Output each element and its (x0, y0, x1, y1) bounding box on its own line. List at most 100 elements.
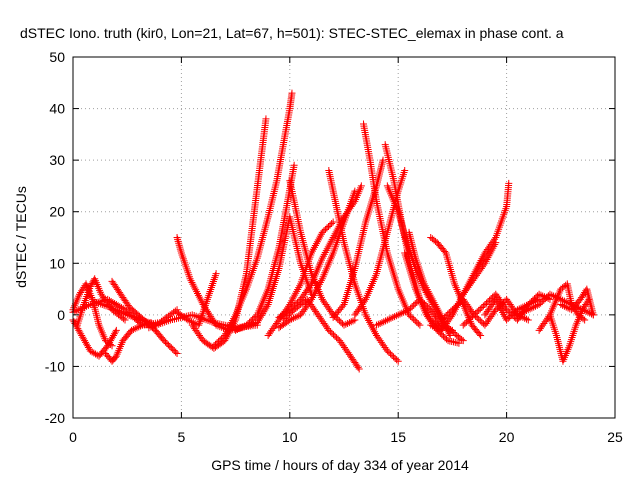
data-point (429, 322, 437, 330)
data-point (469, 312, 477, 320)
data-point (480, 261, 488, 269)
data-points (69, 89, 597, 373)
data-point (339, 302, 347, 310)
data-point (407, 304, 415, 312)
data-point (405, 306, 413, 314)
data-point (407, 312, 415, 320)
data-point (170, 347, 178, 355)
chart-title: dSTEC Iono. truth (kir0, Lon=21, Lat=67,… (20, 25, 564, 41)
data-point (279, 316, 287, 324)
data-point (345, 319, 353, 327)
y-tick-label: 40 (49, 101, 65, 117)
data-point (411, 317, 419, 325)
data-point (128, 326, 136, 334)
x-tick-label: 25 (607, 429, 623, 445)
data-point (173, 234, 181, 241)
data-point (250, 314, 258, 322)
data-point (540, 296, 548, 304)
data-point (188, 318, 196, 326)
data-point (218, 334, 226, 342)
data-point (430, 323, 438, 331)
data-point (282, 313, 290, 321)
data-point (390, 353, 398, 361)
data-point (445, 309, 453, 317)
data-point (306, 282, 314, 290)
data-point (255, 315, 263, 323)
data-point (513, 311, 521, 319)
data-point (413, 318, 421, 326)
data-point (479, 302, 487, 310)
data-point (169, 345, 177, 353)
data-point (211, 340, 219, 348)
data-point (459, 337, 467, 345)
data-point (473, 314, 481, 322)
data-point (383, 316, 391, 324)
data-point (290, 161, 298, 169)
data-point (522, 307, 530, 315)
y-tick-label: -10 (45, 358, 65, 374)
data-point (373, 321, 381, 329)
data-point (360, 297, 368, 305)
data-point (320, 227, 328, 235)
data-point (186, 317, 194, 325)
data-point (472, 309, 480, 317)
data-series (459, 179, 513, 298)
data-series (102, 319, 155, 365)
data-point (284, 312, 292, 320)
data-point (478, 303, 486, 311)
data-point (216, 336, 224, 344)
data-point (257, 313, 265, 321)
y-tick-label: -20 (45, 410, 65, 426)
data-point (581, 316, 589, 324)
data-point (131, 325, 139, 333)
data-point (288, 315, 296, 323)
data-point (254, 317, 262, 325)
data-point (473, 308, 481, 316)
data-point (579, 315, 587, 323)
data-point (121, 316, 129, 324)
data-point (566, 305, 574, 313)
data-point (262, 115, 270, 123)
data-point (212, 270, 220, 278)
data-point (455, 339, 463, 347)
data-point (326, 221, 334, 229)
data-point (465, 315, 473, 323)
data-point (557, 301, 565, 309)
data-point (347, 318, 355, 326)
data-point (505, 179, 513, 187)
data-point (441, 313, 449, 321)
data-point (515, 310, 523, 318)
data-point (447, 326, 455, 334)
data-point (432, 324, 440, 332)
data-point (350, 199, 358, 207)
data-point (538, 298, 546, 306)
data-series (188, 115, 270, 352)
data-point (541, 295, 549, 303)
data-point (410, 301, 418, 309)
data-point (467, 314, 475, 322)
data-point (543, 293, 551, 301)
y-tick-label: 50 (49, 49, 65, 65)
data-point (333, 334, 341, 342)
data-point (450, 304, 458, 312)
data-point (380, 318, 388, 326)
data-point (524, 306, 532, 314)
data-point (259, 310, 267, 318)
data-point (560, 302, 568, 310)
data-point (260, 308, 268, 316)
data-point (559, 301, 567, 309)
x-tick-label: 0 (69, 429, 77, 445)
x-axis-label: GPS time / hours of day 334 of year 2014 (211, 457, 469, 473)
data-point (340, 321, 348, 329)
data-point (386, 350, 394, 358)
data-point (379, 156, 387, 164)
data-point (391, 354, 399, 362)
data-point (383, 347, 391, 355)
data-point (550, 292, 558, 300)
data-point (167, 344, 175, 352)
data-point (258, 311, 266, 319)
plot-frame (72, 56, 616, 419)
data-point (129, 325, 137, 333)
data-point (233, 325, 241, 333)
